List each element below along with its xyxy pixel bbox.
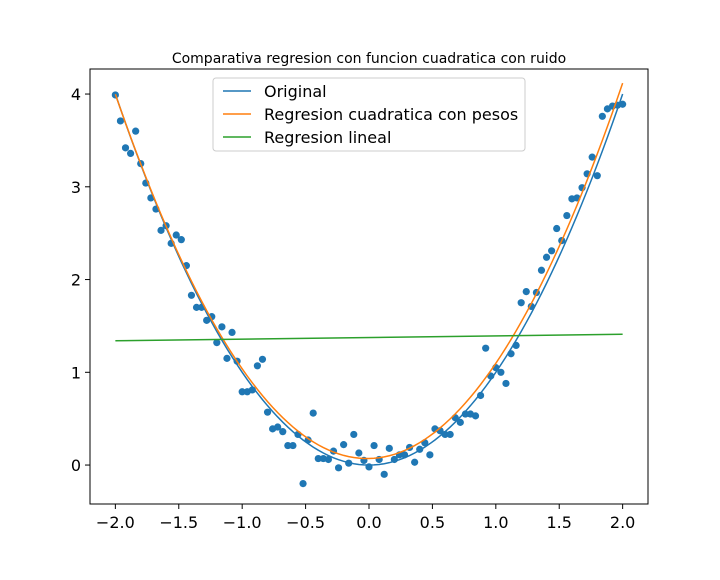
scatter-point — [121, 144, 130, 152]
scatter-point — [334, 464, 343, 472]
scatter-point — [355, 449, 363, 457]
y-tick-label: 1 — [71, 363, 81, 382]
series-line — [114, 82, 624, 460]
x-tick-label: −1.5 — [159, 513, 198, 532]
y-tick-label: 3 — [71, 178, 81, 197]
x-tick-label: 0.0 — [356, 513, 381, 532]
scatter-point — [411, 458, 419, 466]
scatter-point — [289, 441, 297, 450]
scatter-point — [253, 362, 261, 370]
scatter-point — [238, 388, 246, 396]
scatter-point — [279, 428, 287, 436]
scatter-point — [593, 172, 601, 180]
scatter-point — [502, 379, 510, 388]
scatter-point — [177, 236, 185, 244]
scatter-point — [157, 226, 165, 234]
scatter-point — [132, 127, 140, 135]
scatter-point — [446, 430, 454, 439]
plot-area — [111, 82, 627, 488]
y-tick-label: 0 — [71, 456, 81, 475]
scatter-point — [340, 441, 348, 449]
scatter-point — [598, 112, 606, 120]
scatter-point — [426, 451, 434, 459]
scatter-point — [619, 100, 627, 108]
scatter-point — [172, 231, 180, 239]
scatter-point — [213, 339, 221, 347]
scatter-point — [477, 391, 485, 400]
scatter-point — [284, 441, 292, 450]
x-tick-label: −1.0 — [223, 513, 262, 532]
legend-box — [212, 77, 526, 152]
x-tick-label: 1.5 — [547, 513, 572, 532]
series-line — [114, 93, 624, 466]
scatter-point — [258, 355, 267, 363]
scatter-point — [471, 412, 480, 420]
scatter-point — [299, 479, 307, 488]
scatter-point — [203, 316, 211, 324]
scatter-point — [187, 291, 196, 299]
scatter-point — [548, 247, 556, 255]
scatter-point — [517, 299, 525, 307]
scatter-point — [228, 328, 236, 337]
axes-frame — [89, 68, 649, 505]
scatter-point — [309, 409, 317, 417]
legend-entry: Regresion cuadratica con pesos — [264, 105, 518, 124]
scatter-point — [218, 323, 226, 331]
x-tick-label: −0.5 — [286, 513, 325, 532]
scatter-point — [274, 423, 282, 431]
chart-title: Comparativa regresion con funcion cuadra… — [172, 51, 566, 67]
axis-ticks: −2.0 −1.5 −1.0 −0.5 0.0 0.5 1.0 1.5 2.0 0 1 2 3 4 — [71, 85, 636, 532]
scatter-point — [314, 454, 322, 463]
scatter-point — [126, 149, 135, 158]
scatter-point — [588, 153, 596, 161]
x-tick-label: 0.5 — [420, 513, 445, 532]
scatter-point — [553, 224, 561, 233]
scatter-point — [350, 430, 358, 439]
scatter-point — [461, 410, 469, 418]
scatter-point — [192, 303, 201, 311]
scatter-point — [482, 344, 490, 352]
scatter-point — [497, 368, 505, 376]
scatter-point — [456, 418, 464, 426]
scatter-point — [522, 288, 530, 296]
scatter-point — [385, 444, 393, 452]
series-line — [115, 333, 623, 342]
scatter-point — [370, 441, 378, 450]
scatter-point — [324, 455, 333, 464]
scatter-point — [537, 266, 546, 274]
scatter-point — [563, 211, 571, 220]
scatter-point — [223, 354, 231, 362]
x-tick-label: 1.0 — [483, 513, 508, 532]
scatter-point — [263, 408, 272, 416]
y-tick-label: 2 — [71, 271, 81, 290]
scatter-point — [542, 253, 551, 261]
x-tick-label: −2.0 — [96, 513, 135, 532]
scatter-point — [380, 470, 388, 478]
legend-entry: Regresion lineal — [264, 128, 391, 147]
scatter-point — [116, 117, 125, 125]
y-tick-label: 4 — [71, 85, 81, 104]
legend-entry: Original — [264, 82, 327, 101]
legend: Original Regresion cuadratica con pesos Re… — [212, 77, 526, 152]
x-tick-label: 2.0 — [610, 513, 635, 532]
